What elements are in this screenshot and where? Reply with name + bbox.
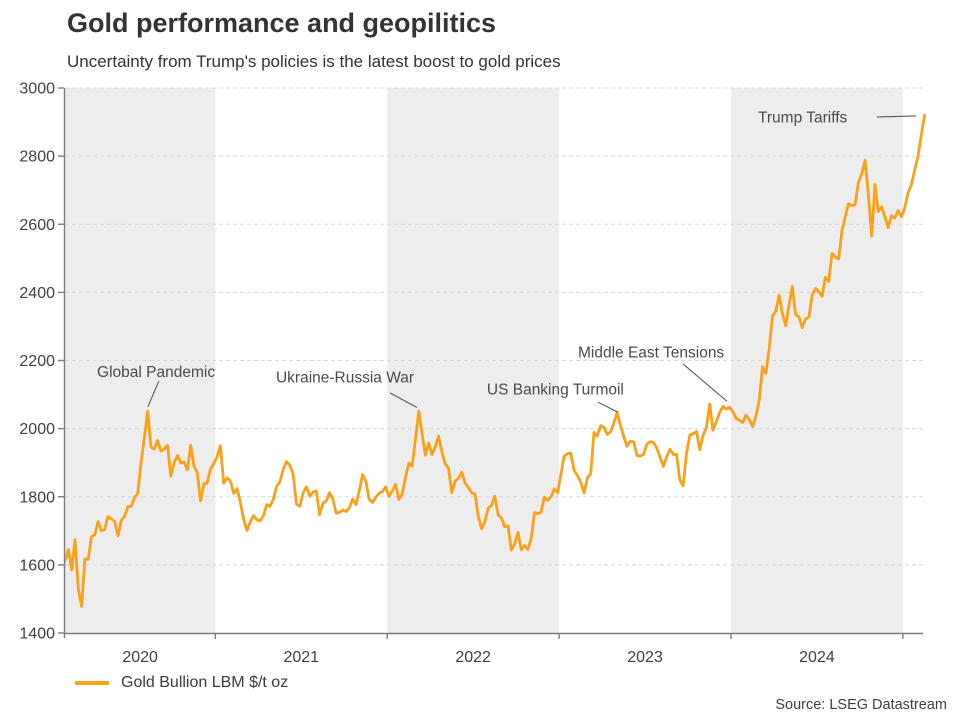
y-tick-label: 1400 xyxy=(19,626,55,643)
legend: Gold Bullion LBM $/t oz xyxy=(75,674,288,692)
annotation-connector xyxy=(682,363,728,402)
x-tick-label: 2020 xyxy=(122,649,158,666)
y-tick-label: 1800 xyxy=(19,489,55,506)
y-tick-label: 2200 xyxy=(19,353,55,370)
chart-title: Gold performance and geopilitics xyxy=(67,8,497,38)
chart-subtitle: Uncertainty from Trump's policies is the… xyxy=(67,52,561,71)
annotation-label: Ukraine-Russia War xyxy=(276,369,414,386)
annotation-label: Global Pandemic xyxy=(97,364,215,381)
y-tick-label: 2000 xyxy=(19,421,55,438)
gold-price-line xyxy=(65,113,926,608)
annotation-connector xyxy=(389,392,418,408)
y-tick-label: 3000 xyxy=(19,81,55,98)
annotation-label: US Banking Turmoil xyxy=(487,382,624,399)
x-tick-label: 2022 xyxy=(455,649,491,666)
source-credit: Source: LSEG Datastream xyxy=(775,697,947,713)
annotation-connector xyxy=(597,401,619,413)
x-tick-label: 2021 xyxy=(283,649,319,666)
annotation-connector xyxy=(876,115,916,118)
y-tick-label: 2800 xyxy=(19,149,55,166)
annotation-connector xyxy=(147,380,160,408)
y-tick-label: 2400 xyxy=(19,285,55,302)
x-tick-label: 2024 xyxy=(799,649,835,666)
annotation-label: Trump Tariffs xyxy=(758,109,848,126)
x-tick-label: 2023 xyxy=(627,649,663,666)
annotation-label: Middle East Tensions xyxy=(578,344,724,361)
legend-line-swatch xyxy=(75,681,109,685)
y-tick-label: 2600 xyxy=(19,217,55,234)
legend-label: Gold Bullion LBM $/t oz xyxy=(121,674,289,691)
y-tick-label: 1600 xyxy=(19,557,55,574)
